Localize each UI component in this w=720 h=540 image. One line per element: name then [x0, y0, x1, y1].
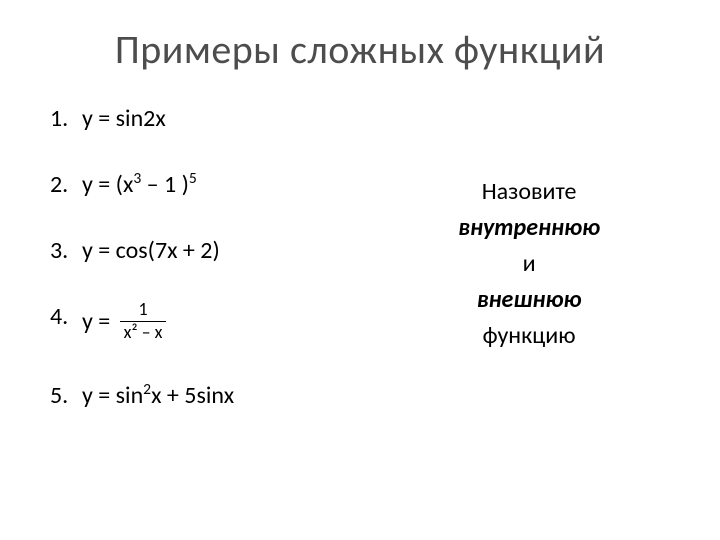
item-number: 4.	[50, 302, 82, 332]
item-number: 3.	[50, 236, 82, 266]
list-item: 1. y = sin2x	[50, 104, 388, 134]
expr-part: y = sin	[82, 381, 143, 410]
item-body: y = sin2x + 5sinx	[82, 381, 388, 411]
function-list: 1. y = sin2x 2. y = (x3 – 1 )5 3. y = co…	[50, 104, 388, 447]
item-body: y = (x3 – 1 )5	[82, 170, 388, 200]
item-number: 1.	[50, 104, 82, 134]
expr-part: y = cos(	[82, 236, 155, 265]
item-number: 5.	[50, 381, 82, 411]
fraction-denominator: x² – x	[120, 322, 167, 343]
expr-part: x + 5sinx	[151, 381, 234, 410]
prompt-line-emphasis: внутреннюю	[388, 210, 670, 246]
list-item: 4. y = 1x² – x	[50, 302, 388, 345]
prompt-line-emphasis: внешнюю	[388, 282, 670, 318]
item-body: y = sin2x	[82, 104, 388, 134]
expr-part: 7x + 2)	[155, 236, 220, 265]
prompt-line: Назовите	[388, 174, 670, 210]
expr-part: – 1 )	[141, 170, 189, 199]
fraction: 1x² – x	[120, 300, 167, 343]
slide: Примеры сложных функций 1. y = sin2x 2. …	[0, 0, 720, 540]
content-area: 1. y = sin2x 2. y = (x3 – 1 )5 3. y = co…	[50, 104, 670, 447]
fraction-numerator: 1	[120, 300, 167, 322]
prompt-line: функцию	[388, 318, 670, 354]
item-number: 2.	[50, 170, 82, 200]
prompt-text: Назовите внутреннюю и внешнюю функцию	[388, 104, 670, 447]
item-body: y = 1x² – x	[82, 302, 388, 345]
expr-part: y = sin	[82, 104, 143, 133]
superscript: 2	[143, 380, 151, 399]
superscript: 5	[189, 169, 197, 188]
prompt-line: и	[388, 246, 670, 282]
expr-part: y =	[82, 307, 116, 336]
slide-title: Примеры сложных функций	[50, 25, 670, 74]
expr-part: y = (x	[82, 170, 133, 199]
item-body: y = cos(7x + 2)	[82, 236, 388, 266]
list-item: 3. y = cos(7x + 2)	[50, 236, 388, 266]
list-item: 2. y = (x3 – 1 )5	[50, 170, 388, 200]
list-item: 5. y = sin2x + 5sinx	[50, 381, 388, 411]
expr-part: 2x	[143, 104, 166, 133]
